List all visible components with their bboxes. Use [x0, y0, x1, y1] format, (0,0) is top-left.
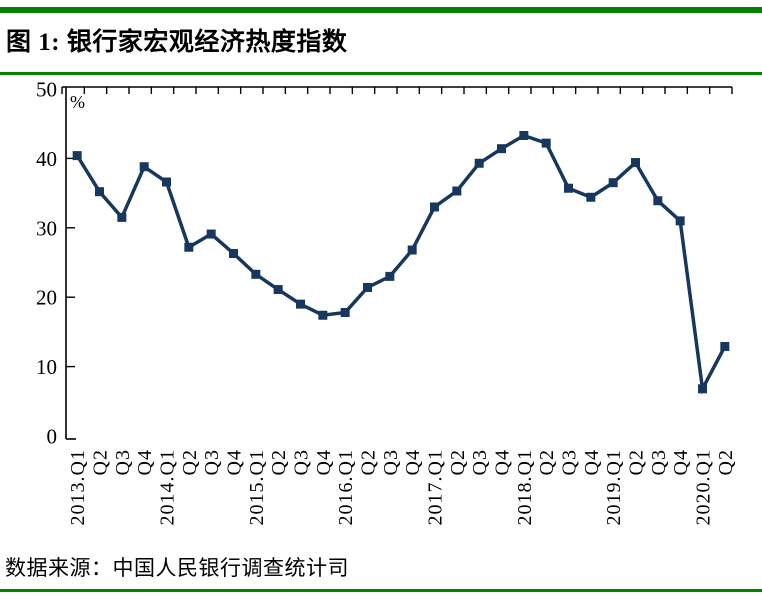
- top-divider: [0, 7, 762, 13]
- x-axis-label: Q3: [291, 449, 313, 475]
- figure-title: 图 1: 银行家宏观经济热度指数: [6, 29, 348, 56]
- line-chart: 0 10 20 30 40 50% 2013.Q1 Q2 Q3 Q4 2014.Q1 Q2 Q3 Q4 20…: [0, 75, 762, 545]
- data-point-marker: [452, 186, 462, 196]
- x-axis-label: Q4: [224, 449, 246, 475]
- data-point-marker: [229, 248, 238, 258]
- x-axis-label: 2014.Q1: [157, 449, 179, 525]
- x-axis-label: Q2: [626, 449, 648, 475]
- y-axis-label: 20: [36, 286, 57, 310]
- data-point-marker: [497, 144, 506, 154]
- x-axis-label: Q3: [559, 449, 581, 475]
- data-point-marker: [139, 162, 149, 172]
- data-point-marker: [720, 341, 730, 351]
- x-axis-label: Q3: [469, 449, 491, 475]
- y-axis-unit-label: %: [70, 92, 85, 112]
- x-axis-label: Q2: [179, 449, 201, 475]
- x-axis-label: 2019.Q1: [603, 449, 625, 525]
- data-point-marker: [631, 158, 640, 168]
- data-point-marker: [407, 245, 417, 255]
- data-point-marker: [385, 271, 395, 281]
- x-axis-label: Q4: [581, 449, 603, 475]
- y-axis-label: 30: [36, 216, 57, 240]
- y-axis-label: 50: [36, 78, 57, 102]
- x-axis-label: Q4: [402, 449, 424, 475]
- y-axis-label: 40: [36, 147, 57, 171]
- series-line: [75, 133, 727, 395]
- x-axis-label: Q2: [268, 449, 290, 475]
- x-axis-label: 2018.Q1: [514, 449, 536, 525]
- x-axis-label: Q3: [201, 449, 223, 475]
- title-divider: [0, 72, 762, 75]
- x-axis-label: Q2: [447, 449, 469, 475]
- x-axis-label: Q2: [358, 449, 380, 475]
- x-axis-label: Q3: [648, 449, 670, 475]
- data-source-note: 数据来源：中国人民银行调查统计司: [5, 556, 349, 580]
- bottom-divider: [0, 589, 762, 592]
- data-point-marker: [698, 384, 707, 394]
- data-point-marker: [430, 202, 439, 212]
- data-point-marker: [251, 269, 261, 279]
- data-point-marker: [564, 183, 573, 193]
- data-point-marker: [117, 212, 127, 222]
- data-point-marker: [296, 299, 305, 309]
- data-point-marker: [318, 310, 328, 320]
- data-point-marker: [72, 151, 82, 161]
- x-axis-label: 2020.Q1: [693, 449, 715, 525]
- x-axis-label: Q4: [670, 449, 692, 475]
- y-axis-label: 10: [36, 355, 57, 379]
- x-axis-label: 2015.Q1: [246, 449, 268, 525]
- data-point-marker: [519, 130, 529, 140]
- x-axis-label: Q2: [536, 449, 558, 475]
- data-point-marker: [586, 192, 596, 202]
- data-point-marker: [184, 242, 194, 252]
- x-axis-label: Q3: [380, 449, 402, 475]
- x-axis-label: Q4: [313, 449, 335, 475]
- data-point-marker: [162, 177, 171, 187]
- x-axis-label: Q4: [492, 449, 514, 475]
- x-axis-label: Q3: [112, 449, 134, 475]
- data-point-marker: [363, 282, 372, 292]
- x-axis-label: Q2: [715, 449, 737, 475]
- x-axis-label: Q4: [134, 449, 156, 475]
- data-point-marker: [653, 196, 663, 206]
- x-axis-label: 2016.Q1: [335, 449, 357, 525]
- data-point-marker: [273, 285, 283, 295]
- x-axis-label: Q2: [90, 449, 112, 475]
- x-axis-label: 2017.Q1: [425, 449, 447, 525]
- data-point-marker: [608, 178, 618, 188]
- data-point-marker: [474, 158, 484, 168]
- data-point-marker: [340, 307, 350, 317]
- data-point-marker: [541, 138, 551, 148]
- x-axis-label: 2013.Q1: [67, 449, 89, 525]
- data-point-marker: [206, 229, 216, 239]
- data-point-marker: [95, 187, 104, 197]
- y-axis-label: 0: [47, 425, 58, 449]
- data-point-marker: [675, 216, 685, 226]
